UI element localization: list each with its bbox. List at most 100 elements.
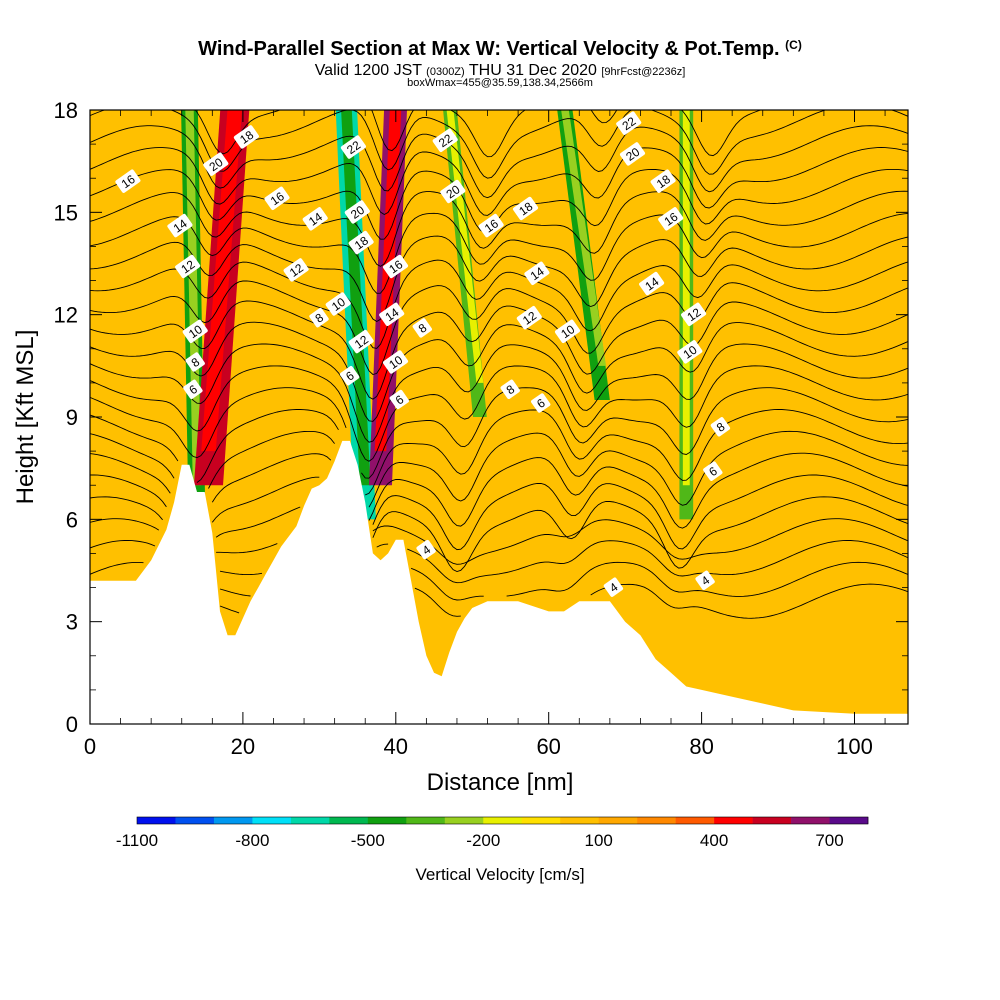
- chart-title: Wind-Parallel Section at Max W: Vertical…: [0, 38, 1000, 61]
- isentrope-label-bg: [695, 570, 715, 590]
- y-tick-label: 18: [54, 98, 78, 123]
- isentrope-line: [90, 212, 908, 294]
- colorbar-swatch: [213, 817, 253, 824]
- isentrope-label-bg: [639, 271, 665, 296]
- isentrope-label-bg: [302, 207, 328, 231]
- colorbar-frame: [136, 816, 869, 825]
- colorbar-swatch: [137, 817, 176, 824]
- isentrope-label-bg: [264, 186, 290, 210]
- isentrope-label-bg: [183, 379, 203, 399]
- colorbar-tick-label: -500: [351, 831, 385, 850]
- isentrope-label-bg: [379, 302, 405, 326]
- isentrope-line: [90, 409, 908, 496]
- box-info: boxWmax=455@35.59,138.34,2566m: [407, 77, 593, 89]
- valid-label: Valid 1200 JST: [314, 62, 422, 79]
- isentrope-line: [90, 365, 908, 462]
- y-axis-label: Height [Kft MSL]: [12, 330, 39, 505]
- isentrope-label: 16: [115, 169, 141, 193]
- isentrope-label-bg: [440, 179, 466, 204]
- colorbar-tick-label: -200: [466, 831, 500, 850]
- chart-title-text: Wind-Parallel Section at Max W: Vertical…: [198, 38, 780, 60]
- x-axis-label: Distance [nm]: [427, 769, 574, 796]
- isentrope-label: 12: [681, 302, 707, 326]
- forecast-info: [9hrFcst@2236z]: [601, 66, 686, 78]
- isentrope-line: [90, 280, 908, 376]
- isentrope-line: [90, 147, 908, 216]
- isentrope-label-bg: [619, 142, 646, 166]
- y-tick-label: 3: [66, 610, 78, 635]
- isentrope-label: 22: [340, 135, 366, 159]
- isentrope-label: 18: [233, 125, 259, 149]
- colorbar-tick-label: -1100: [116, 831, 158, 850]
- isentrope-label: 6: [389, 389, 409, 410]
- isentrope-label: 10: [554, 319, 581, 343]
- isentrope-line: [90, 387, 908, 479]
- isentrope-line: [90, 110, 908, 179]
- isentrope-line: [90, 343, 908, 443]
- colorbar-swatch: [714, 817, 753, 824]
- isentrope-label: 22: [616, 111, 642, 135]
- isentrope-label-bg: [554, 319, 581, 343]
- isentrope-label-bg: [325, 292, 351, 316]
- isentrope-label: 20: [344, 200, 370, 224]
- isentrope-label-bg: [283, 258, 309, 282]
- isentrope-label-bg: [340, 135, 366, 159]
- isentrope-line: [90, 496, 908, 572]
- isentrope-label: 10: [677, 340, 703, 364]
- colorbar-tick-label: 400: [700, 831, 728, 850]
- valid-date: THU 31 Dec 2020: [468, 62, 597, 79]
- isentrope-label: 18: [512, 196, 539, 221]
- isentrope-label-bg: [348, 230, 374, 255]
- colorbar-swatch: [598, 817, 638, 824]
- isentrope-line: [90, 452, 908, 529]
- isentrope-labels: 1614121086201816141210862220181216141068…: [115, 111, 731, 597]
- colorbar-swatch: [483, 817, 523, 824]
- x-tick-label: 60: [536, 734, 560, 759]
- isentrope-label: 4: [416, 539, 436, 560]
- isentrope-label-bg: [412, 318, 432, 338]
- isentrope-label: 10: [325, 292, 351, 316]
- isentrope-label-bg: [432, 128, 458, 152]
- x-tick-label: 20: [231, 734, 255, 759]
- isentrope-label: 20: [619, 142, 646, 166]
- isentrope-label-bg: [416, 539, 436, 560]
- colorbar-tick-label: -800: [235, 831, 269, 850]
- colorbar-tick-label: 700: [815, 831, 843, 850]
- isentrope-line: [194, 110, 762, 158]
- isentrope-label: 14: [167, 213, 193, 238]
- isentrope-label-bg: [389, 389, 409, 410]
- isentrope-label-bg: [703, 461, 723, 481]
- colorbar-swatch: [175, 817, 215, 824]
- isentrope-label-bg: [531, 393, 551, 413]
- isentrope-label: 16: [478, 213, 504, 238]
- isentrope-label: 16: [658, 207, 684, 231]
- valid-time-line: Valid 1200 JST (0300Z) THU 31 Dec 2020 […: [0, 62, 1000, 80]
- colorbar: -1100 -800 -500 -200 100 400 700: [116, 816, 869, 850]
- isentrope-label-bg: [658, 207, 684, 231]
- isentrope-label: 6: [339, 366, 360, 386]
- isentrope-line: [90, 125, 908, 199]
- isentrope-label-bg: [710, 417, 731, 437]
- colorbar-swatch: [637, 817, 676, 824]
- isentrope-label: 16: [382, 254, 409, 279]
- isentrope-line: [219, 583, 908, 619]
- isentrope-label-bg: [681, 302, 707, 326]
- colorbar-swatch: [444, 817, 484, 824]
- terrain: [90, 440, 908, 724]
- colorbar-swatch: [252, 817, 292, 824]
- y-tick-label: 0: [66, 712, 78, 737]
- isentrope-label: 6: [183, 379, 203, 399]
- y-tick-label: 9: [66, 405, 78, 430]
- isentrope-label-bg: [185, 352, 205, 372]
- isentrope-label-bg: [233, 125, 259, 149]
- y-tick-label: 15: [54, 200, 78, 225]
- isentrope-label: 4: [603, 577, 624, 597]
- colorbar-swatch: [406, 817, 446, 824]
- colorbar-swatch: [560, 817, 599, 824]
- isentrope-label-bg: [512, 196, 539, 221]
- isentrope-label: 16: [264, 186, 290, 210]
- isentrope-label: 8: [710, 417, 731, 437]
- colorbar-swatch: [791, 817, 830, 824]
- isentrope-label: 6: [531, 393, 551, 413]
